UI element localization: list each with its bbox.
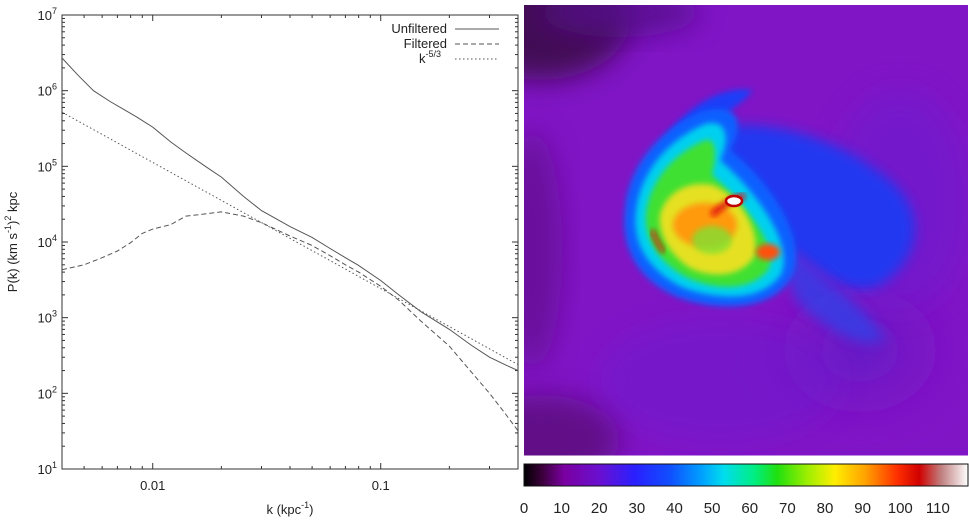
colorbar-tick-label: 10 [553, 500, 570, 517]
dark-left-edge [524, 130, 562, 370]
colorbar-tick-label: 80 [817, 500, 834, 517]
series-k53 [62, 111, 518, 366]
colorbar-tick-label: 50 [704, 500, 721, 517]
x-axis-label: k (kpc-1) [266, 500, 313, 517]
series-filtered [62, 211, 518, 432]
blue-tail [705, 125, 915, 290]
y-tick-label: 107 [38, 6, 57, 23]
legend-label-k53: k-5/3 [419, 49, 441, 66]
y-axis-ticks: 101 102 103 104 105 106 107 [38, 6, 518, 477]
y-axis-label: P(k) (km s-1)2 kpc [3, 191, 20, 292]
red-patch-right [756, 244, 780, 260]
y-tick-label: 105 [38, 157, 57, 174]
legend: Unfiltered Filtered k-5/3 [391, 21, 499, 66]
colorbar-tick-label: 30 [629, 500, 646, 517]
series-lines [62, 57, 518, 432]
colorbar: 0 10 20 30 40 50 60 70 80 90 100 110 [520, 463, 969, 517]
y-tick-label: 103 [38, 309, 57, 326]
colorbar-tick-label: 100 [888, 500, 913, 517]
x-axis-ticks: 0.01 0.1 [61, 15, 519, 493]
dark-corner-bottom-left [524, 395, 620, 457]
colorbar-tick-label: 40 [666, 500, 683, 517]
series-unfiltered [62, 57, 518, 372]
colorbar-tick-label: 110 [926, 500, 950, 517]
clump-green-inner [692, 226, 732, 254]
dark-corner-top [540, 5, 700, 37]
colorbar-tick-label: 0 [520, 500, 528, 517]
x-tick-label: 0.1 [372, 478, 390, 493]
legend-label-unfiltered: Unfiltered [391, 21, 447, 36]
colorbar-tick-label: 70 [779, 500, 796, 517]
haze-lower [600, 320, 840, 440]
bright-core [724, 194, 744, 208]
y-tick-label: 106 [38, 82, 57, 99]
colorbar-tick-label: 20 [591, 500, 608, 517]
power-spectrum-plot: 101 102 103 104 105 106 107 0.01 0.1 Unfiltered… [3, 6, 519, 517]
density-map-image [524, 5, 968, 457]
colorbar-tick-labels: 0 10 20 30 40 50 60 70 80 90 100 110 [520, 500, 950, 517]
colorbar-gradient [523, 463, 969, 487]
x-tick-label: 0.01 [140, 478, 165, 493]
colorbar-tick-label: 90 [854, 500, 871, 517]
y-tick-label: 102 [38, 384, 57, 401]
y-tick-label: 104 [38, 233, 57, 250]
colorbar-tick-label: 60 [741, 500, 758, 517]
blue-tail-lower [788, 250, 885, 343]
legend-label-filtered: Filtered [404, 36, 447, 51]
red-filament-left [650, 229, 666, 254]
plot-frame [61, 14, 519, 470]
y-tick-label: 101 [38, 460, 57, 477]
